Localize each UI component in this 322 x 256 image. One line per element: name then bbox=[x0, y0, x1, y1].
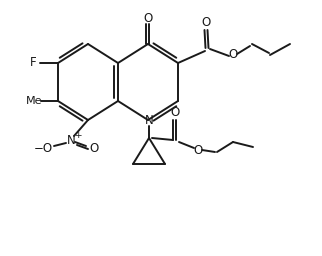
Text: Me: Me bbox=[26, 96, 42, 106]
Text: N: N bbox=[145, 113, 153, 126]
Text: O: O bbox=[170, 106, 180, 120]
Text: O: O bbox=[194, 144, 203, 156]
Text: O: O bbox=[228, 48, 238, 61]
Text: −O: −O bbox=[33, 143, 52, 155]
Text: +: + bbox=[74, 131, 82, 140]
Text: O: O bbox=[90, 143, 99, 155]
Text: O: O bbox=[143, 12, 153, 25]
Text: F: F bbox=[30, 57, 36, 69]
Text: N: N bbox=[67, 134, 75, 147]
Text: O: O bbox=[201, 16, 211, 29]
